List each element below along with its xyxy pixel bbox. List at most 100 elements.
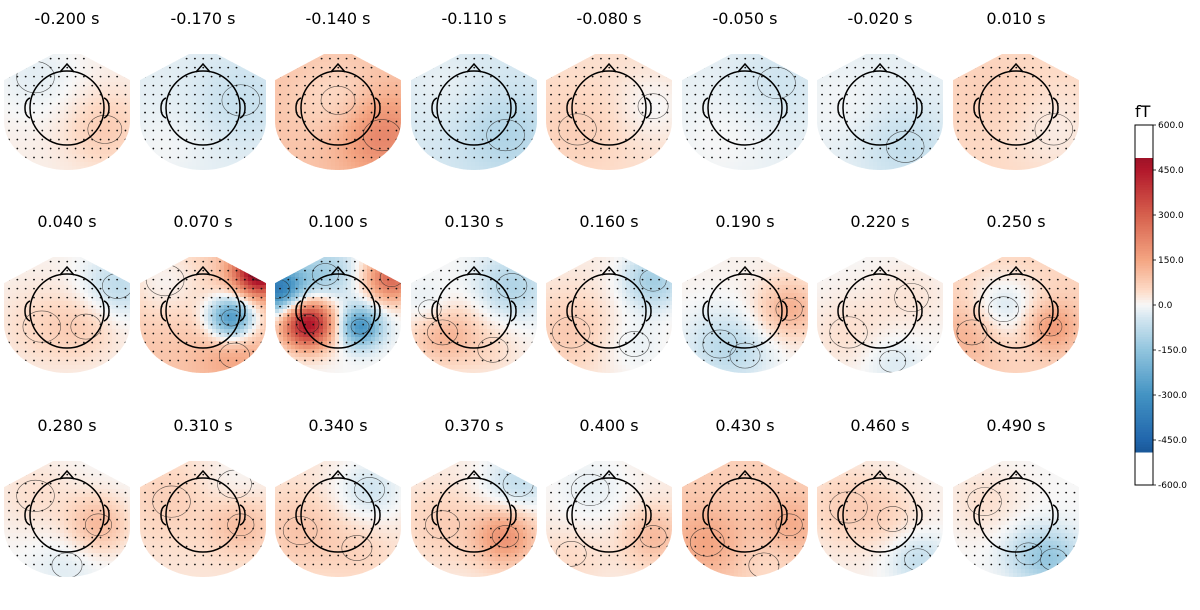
topomap-contours	[702, 297, 803, 369]
topomap-panel: 0.370 s	[411, 416, 537, 577]
head-outline	[295, 469, 381, 553]
colorbar-tick-label: -600.0	[1158, 481, 1187, 491]
topomap-contours	[689, 513, 803, 577]
topomap-panel: 0.310 s	[140, 416, 266, 577]
topomap-panel: 0.340 s	[275, 416, 401, 577]
colorbar-ticks: 600.0 450.0 300.0 150.0 0.0 -150.0 -300.0 -450.…	[1153, 121, 1187, 491]
topomap-time-label: 0.130 s	[444, 212, 503, 231]
head-outline	[295, 62, 381, 146]
topomap-grid: -0.200 s -0.170 s -0.140 s -0.110 s -0.080 s…	[4, 9, 1079, 577]
colorbar-tick-label: 300.0	[1158, 211, 1184, 221]
topomap-contours	[486, 119, 525, 152]
head-outline	[837, 265, 923, 349]
topomap-time-label: 0.460 s	[850, 416, 909, 435]
head-outline	[973, 62, 1059, 146]
topomap-panel: -0.110 s	[411, 9, 537, 170]
head-outline	[566, 469, 652, 553]
colorbar-tick-label: 450.0	[1158, 166, 1184, 176]
topomap-time-label: -0.170 s	[171, 9, 236, 28]
topomap-time-label: 0.490 s	[986, 416, 1045, 435]
head-outline	[702, 265, 788, 349]
colorbar-gradient	[1134, 124, 1154, 486]
topomap-time-label: 0.340 s	[308, 416, 367, 435]
topomap-time-label: -0.140 s	[306, 9, 371, 28]
topomap-panel: 0.430 s	[682, 416, 808, 577]
colorbar: fT 600.0 450.0 300.0 150.0 0.0 -150.0 -300.0 -4…	[1134, 102, 1187, 491]
topomap-panel: 0.010 s	[953, 9, 1079, 170]
head-outline	[837, 62, 923, 146]
topomap-time-label: 0.280 s	[37, 416, 96, 435]
colorbar-tick-label: 0.0	[1158, 301, 1173, 311]
head-outline	[702, 469, 788, 553]
head-outline	[702, 62, 788, 146]
head-outline	[566, 265, 652, 349]
topomap-time-label: 0.250 s	[986, 212, 1045, 231]
topomap-time-label: 0.400 s	[579, 416, 638, 435]
head-outline	[160, 265, 246, 349]
colorbar-tick-label: 150.0	[1158, 256, 1184, 266]
topomap-contours	[282, 477, 385, 561]
topomap-time-label: 0.220 s	[850, 212, 909, 231]
topomap-contours	[221, 84, 261, 117]
topomap-time-label: -0.020 s	[848, 9, 913, 28]
topomap-panel: -0.080 s	[546, 9, 672, 170]
topomap-time-label: 0.160 s	[579, 212, 638, 231]
topomap-panel: 0.100 s	[275, 212, 401, 373]
topomap-time-label: -0.050 s	[713, 9, 778, 28]
topomap-time-label: 0.040 s	[37, 212, 96, 231]
topomap-time-label: 0.310 s	[173, 416, 232, 435]
topomap-contours	[418, 273, 528, 363]
head-outline	[566, 62, 652, 146]
head-outline	[24, 62, 110, 146]
head-outline	[160, 62, 246, 146]
topomap-panel: -0.020 s	[817, 9, 943, 170]
head-outline	[431, 469, 517, 553]
topomap-time-label: 0.100 s	[308, 212, 367, 231]
colorbar-tick-label: -150.0	[1158, 346, 1187, 356]
topomap-panel: -0.200 s	[4, 9, 130, 170]
topomap-panel: 0.490 s	[953, 416, 1079, 577]
colorbar-tick-label: -300.0	[1158, 391, 1187, 401]
head-outline	[24, 469, 110, 553]
topomap-panel: 0.250 s	[953, 212, 1079, 373]
colorbar-tick-label: -450.0	[1158, 436, 1187, 446]
topomap-panel: -0.170 s	[140, 9, 266, 170]
topomap-panel: -0.050 s	[682, 9, 808, 170]
topomap-panel: 0.190 s	[682, 212, 808, 373]
topomap-panel: 0.070 s	[140, 212, 266, 373]
head-outline	[837, 469, 923, 553]
head-outline	[431, 265, 517, 349]
topomap-field	[4, 461, 130, 577]
topomap-panel: 0.040 s	[4, 212, 130, 373]
topomap-time-label: 0.010 s	[986, 9, 1045, 28]
topomap-panel: 0.220 s	[817, 212, 943, 373]
topomap-time-label: -0.110 s	[442, 9, 507, 28]
head-outline	[431, 62, 517, 146]
topomap-panel: 0.160 s	[546, 212, 672, 373]
topomap-field	[546, 54, 672, 170]
head-outline	[973, 265, 1059, 349]
topomap-contours	[956, 296, 1063, 346]
topomap-time-label: 0.190 s	[715, 212, 774, 231]
topomap-time-label: 0.370 s	[444, 416, 503, 435]
topomap-time-label: -0.080 s	[577, 9, 642, 28]
topomap-panel: 0.280 s	[4, 416, 130, 577]
colorbar-unit-label: fT	[1135, 102, 1151, 121]
topomap-field	[817, 54, 943, 170]
topomap-time-label: 0.430 s	[715, 416, 774, 435]
head-outline	[160, 469, 246, 553]
sensor-markers	[821, 57, 940, 159]
topomap-contours	[1034, 113, 1074, 146]
topomap-panel: -0.140 s	[275, 9, 401, 170]
topomap-contours	[757, 67, 796, 99]
head-outline	[973, 469, 1059, 553]
head-outline	[24, 265, 110, 349]
topomap-time-label: 0.070 s	[173, 212, 232, 231]
head-outline	[295, 265, 381, 349]
topomap-panel: 0.400 s	[546, 416, 672, 577]
topomap-panel: 0.130 s	[411, 212, 537, 373]
topomap-contours	[558, 93, 669, 146]
topomap-panel: 0.460 s	[817, 416, 943, 577]
colorbar-tick-label: 600.0	[1158, 121, 1184, 131]
